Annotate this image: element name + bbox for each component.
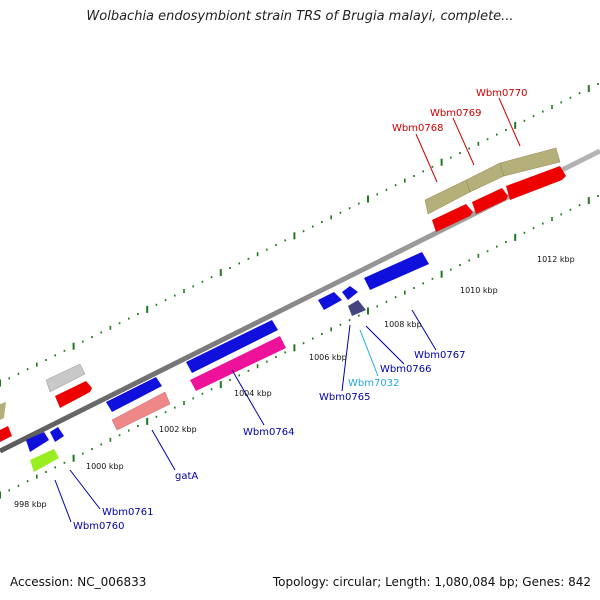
- gene-feature-blue-0764[interactable]: [186, 320, 278, 373]
- leader-wbm0769: [452, 117, 475, 166]
- gene-label-wbm0770[interactable]: Wbm0770: [476, 88, 527, 99]
- tick-label: 1012 kbp: [537, 255, 575, 264]
- gene-features: [0, 147, 566, 472]
- leader-gata: [151, 429, 176, 471]
- gene-feature-wbm0768[interactable]: [432, 204, 473, 232]
- gene-feature-small-blue[interactable]: [50, 427, 64, 442]
- tick-label: 1004 kbp: [234, 389, 272, 398]
- tick-label: 1008 kbp: [384, 320, 422, 329]
- gene-feature-wbm0764[interactable]: [190, 336, 286, 391]
- gene-label-wbm0768[interactable]: Wbm0768: [392, 123, 443, 134]
- tick-label: 1010 kbp: [460, 286, 498, 295]
- tick-label: 1002 kbp: [159, 425, 197, 434]
- tick-label: 1006 kbp: [309, 353, 347, 362]
- gene-label-wbm0761[interactable]: Wbm0761: [102, 507, 153, 518]
- gene-feature-wbm0770[interactable]: [506, 166, 566, 200]
- gene-feature-olive-0769[interactable]: [465, 162, 505, 193]
- gene-feature-wbm0765[interactable]: [318, 292, 342, 310]
- gene-label-wbm7032[interactable]: Wbm7032: [348, 378, 399, 389]
- gene-feature-red-left[interactable]: [0, 426, 12, 442]
- gene-feature-wbm0760[interactable]: [30, 449, 59, 472]
- gene-feature-olive-0770[interactable]: [499, 147, 561, 177]
- gene-feature-wbm0766[interactable]: [348, 300, 366, 316]
- gene-label-wbm0765[interactable]: Wbm0765: [319, 392, 370, 403]
- gene-label-wbm0769[interactable]: Wbm0769: [430, 108, 481, 119]
- leader-wbm0761: [69, 469, 101, 510]
- gene-label-wbm0760[interactable]: Wbm0760: [73, 521, 124, 532]
- gene-labels: Wbm0760 Wbm0761 gatA Wbm0764 Wbm0765 Wbm…: [73, 88, 527, 532]
- gene-label-gata[interactable]: gatA: [175, 471, 198, 482]
- leader-wbm0768: [415, 133, 438, 183]
- gene-feature-gata[interactable]: [111, 391, 171, 431]
- gene-feature-grey[interactable]: [45, 363, 86, 393]
- leader-wbm0766: [365, 325, 405, 365]
- gene-feature-olive-left[interactable]: [0, 402, 6, 420]
- gene-label-wbm0764[interactable]: Wbm0764: [243, 427, 294, 438]
- tick-labels: 998 kbp 1000 kbp 1002 kbp 1004 kbp 1006 …: [14, 255, 575, 509]
- leader-wbm7032: [359, 329, 379, 377]
- accession-label: Accession: NC_006833: [10, 575, 147, 589]
- leader-wbm0767: [411, 309, 437, 351]
- gene-feature-wbm0761[interactable]: [26, 432, 49, 452]
- genome-stats: Topology: circular; Length: 1,080,084 bp…: [272, 575, 591, 589]
- leader-wbm0764: [231, 369, 265, 426]
- leader-wbm0765: [341, 324, 351, 392]
- gene-feature-wbm0767[interactable]: [364, 252, 429, 290]
- tick-label: 998 kbp: [14, 500, 47, 509]
- gene-feature-red-2[interactable]: [55, 381, 92, 408]
- gene-label-wbm0767[interactable]: Wbm0767: [414, 350, 465, 361]
- gene-feature-blue-gata[interactable]: [106, 377, 162, 412]
- tick-rails: [0, 83, 599, 499]
- map-title: Wolbachia endosymbiont strain TRS of Bru…: [86, 9, 514, 24]
- gene-feature-wbm0769[interactable]: [472, 188, 508, 214]
- tick-label: 1000 kbp: [86, 462, 124, 471]
- gene-label-wbm0766[interactable]: Wbm0766: [380, 364, 431, 375]
- leader-wbm0760: [54, 479, 72, 523]
- label-leaders: [54, 97, 521, 523]
- gene-feature-wbm7032[interactable]: [342, 286, 358, 300]
- leader-wbm0770: [498, 97, 521, 147]
